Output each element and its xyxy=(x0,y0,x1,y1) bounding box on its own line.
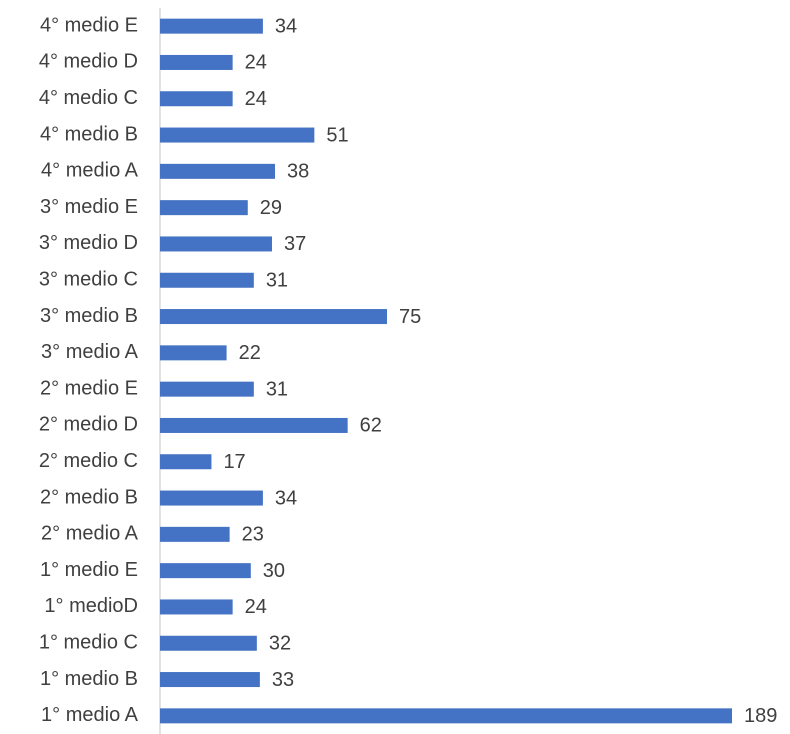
y-tick-label: 4° medio B xyxy=(40,123,138,145)
y-tick-label: 4° medio C xyxy=(39,87,138,109)
data-label: 22 xyxy=(239,342,261,364)
bar xyxy=(160,127,315,143)
data-label: 23 xyxy=(242,524,264,546)
data-label: 24 xyxy=(245,52,267,74)
y-tick-label: 3° medio C xyxy=(39,269,138,291)
y-tick-label: 3° medio B xyxy=(40,305,138,327)
y-tick-label: 3° medio D xyxy=(39,232,138,254)
bar xyxy=(160,236,272,252)
y-tick-label: 1° medio A xyxy=(41,704,139,726)
bar xyxy=(160,163,276,179)
bar xyxy=(160,526,230,542)
data-label: 34 xyxy=(275,15,297,37)
data-label: 32 xyxy=(269,633,291,655)
data-label: 24 xyxy=(245,596,267,618)
y-tick-label: 2° medio B xyxy=(40,486,138,508)
bar xyxy=(160,345,227,361)
data-label: 38 xyxy=(287,161,309,183)
y-tick-label: 1° medioD xyxy=(44,595,138,617)
bar xyxy=(160,635,257,651)
data-label: 37 xyxy=(284,233,306,255)
y-tick-label: 1° medio B xyxy=(40,668,138,690)
data-label: 31 xyxy=(266,378,288,400)
data-label: 29 xyxy=(260,197,282,219)
data-label: 51 xyxy=(326,124,348,146)
data-label: 75 xyxy=(399,306,421,328)
bar xyxy=(160,672,260,688)
y-tick-label: 2° medio E xyxy=(40,377,138,399)
y-tick-label: 4° medio A xyxy=(41,160,139,182)
bar xyxy=(160,381,254,397)
data-label: 34 xyxy=(275,487,297,509)
y-tick-label: 4° medio E xyxy=(40,14,138,36)
bar xyxy=(160,18,263,34)
bar xyxy=(160,708,732,724)
y-tick-label: 2° medio A xyxy=(41,523,139,545)
y-tick-label: 2° medio C xyxy=(39,450,138,472)
y-tick-label: 3° medio A xyxy=(41,341,139,363)
bar xyxy=(160,563,251,579)
bar xyxy=(160,417,348,433)
bar xyxy=(160,599,233,615)
bar xyxy=(160,454,212,470)
y-tick-label: 2° medio D xyxy=(39,414,138,436)
data-label: 30 xyxy=(263,560,285,582)
data-label: 62 xyxy=(360,415,382,437)
y-tick-label: 4° medio D xyxy=(39,51,138,73)
bar xyxy=(160,91,233,107)
bar xyxy=(160,54,233,70)
y-tick-label: 3° medio E xyxy=(40,196,138,218)
bar xyxy=(160,309,387,325)
data-label: 189 xyxy=(744,705,777,727)
data-label: 17 xyxy=(223,451,245,473)
bar xyxy=(160,490,263,506)
y-tick-label: 1° medio E xyxy=(40,559,138,581)
data-label: 31 xyxy=(266,270,288,292)
bar xyxy=(160,200,248,216)
y-tick-label: 1° medio C xyxy=(39,632,138,654)
data-label: 24 xyxy=(245,88,267,110)
bar xyxy=(160,272,254,288)
data-label: 33 xyxy=(272,669,294,691)
